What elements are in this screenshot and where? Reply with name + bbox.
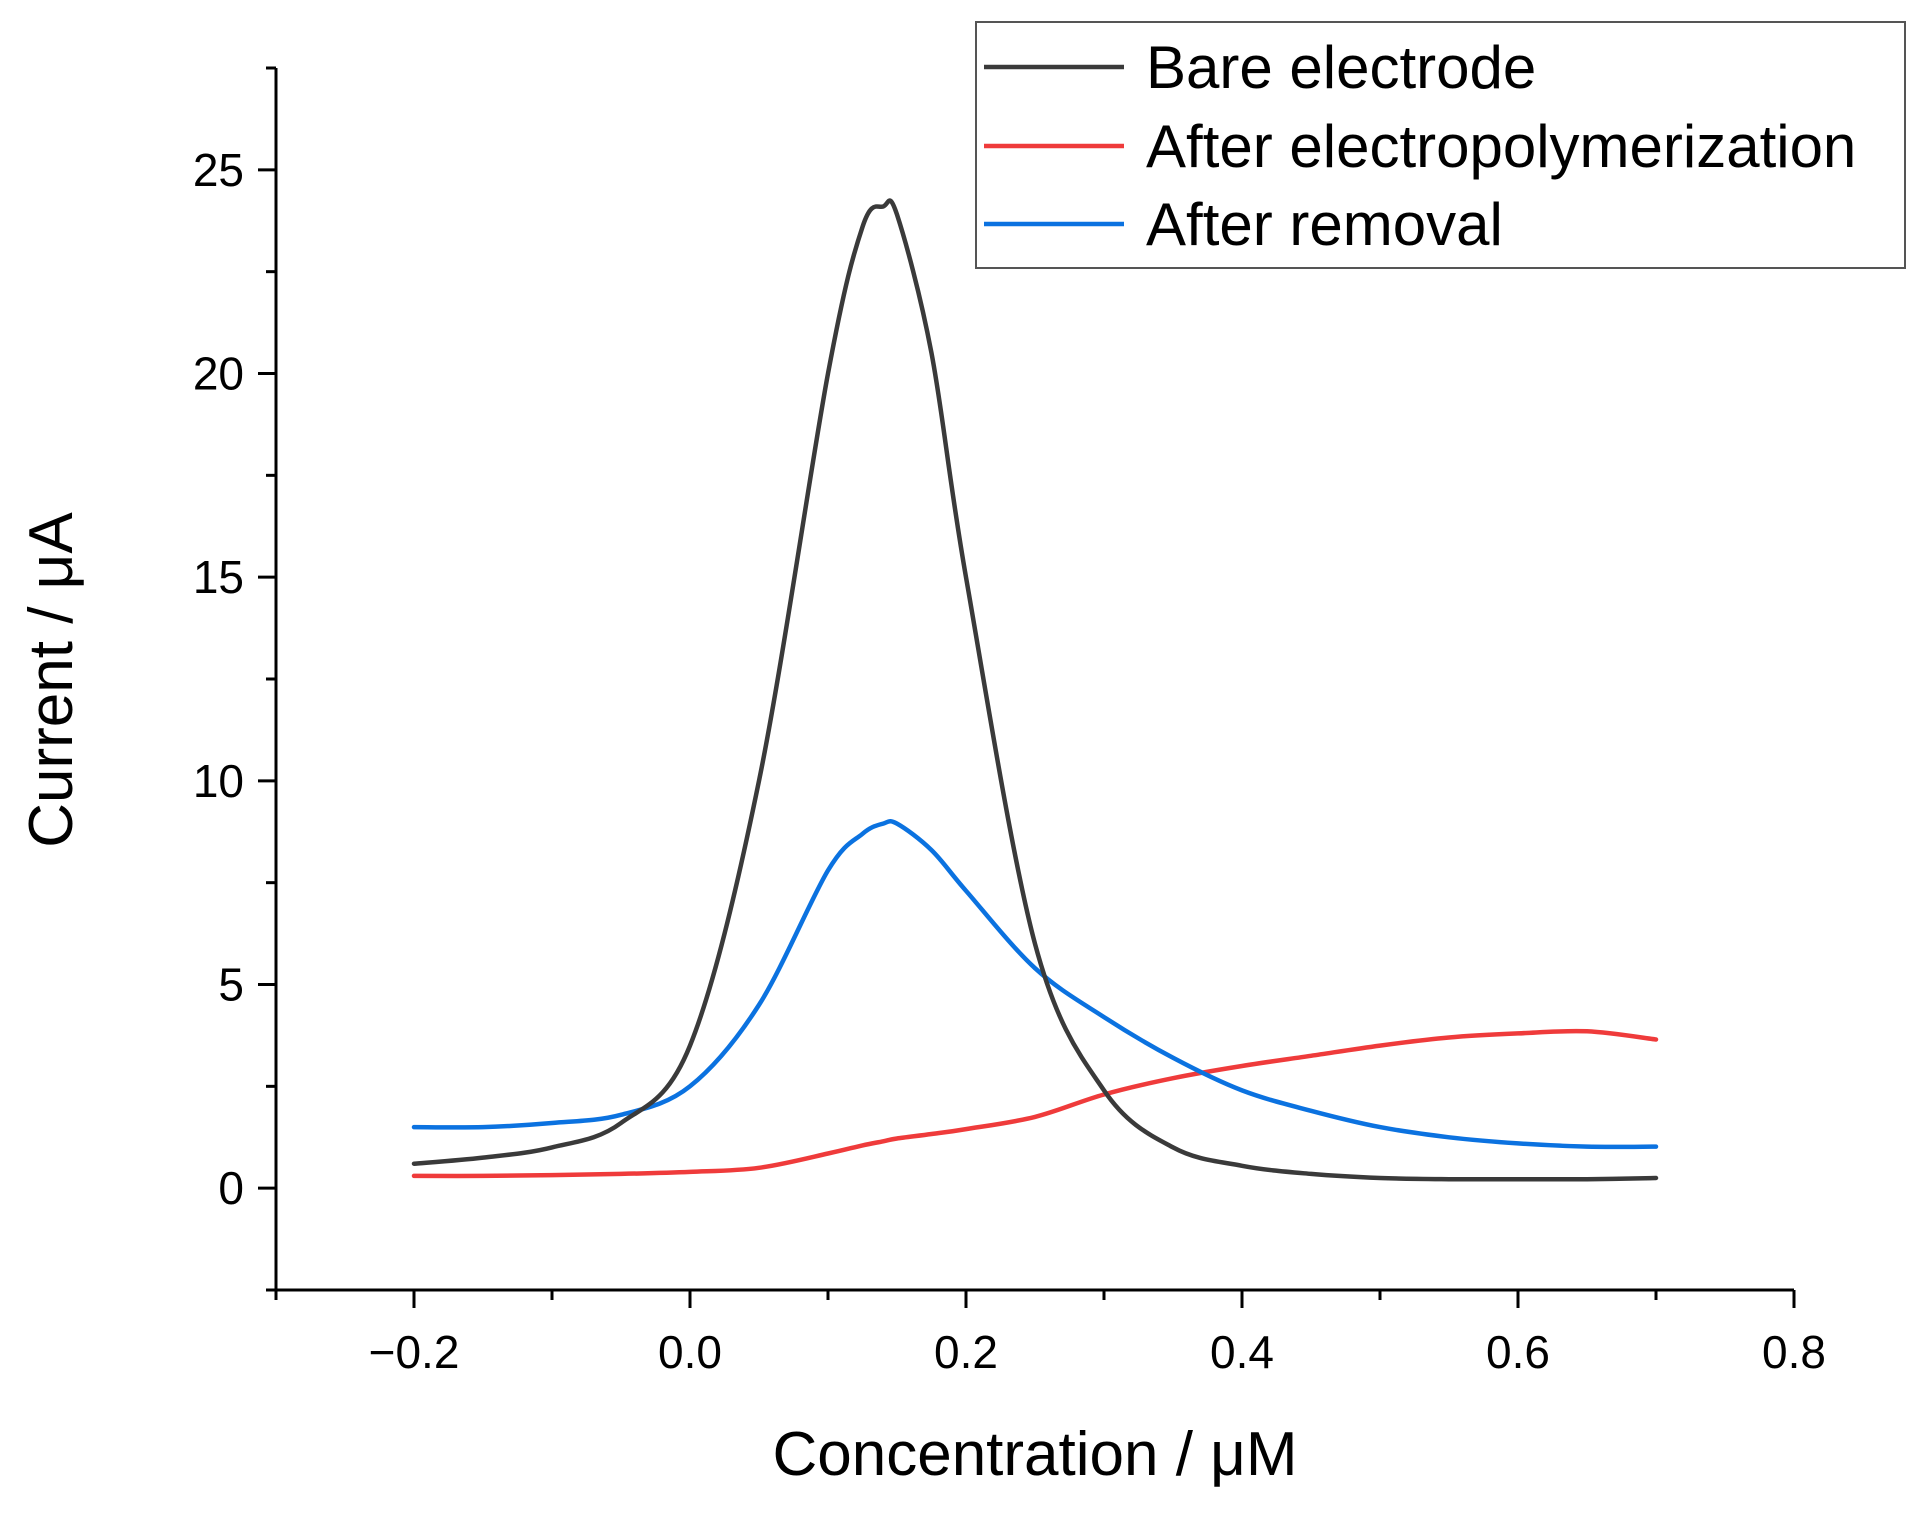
legend-label: Bare electrode bbox=[1146, 34, 1536, 101]
y-tick-label: 25 bbox=[193, 144, 244, 196]
series-line-bare-electrode bbox=[411, 198, 1659, 1182]
legend: Bare electrode After electropolymerizatio… bbox=[975, 21, 1906, 269]
x-tick-label: 0.8 bbox=[1762, 1326, 1826, 1378]
y-axis-title: Current / μA bbox=[17, 512, 86, 848]
y-tick-label: 0 bbox=[218, 1162, 244, 1214]
y-tick-label: 20 bbox=[193, 348, 244, 400]
series-line-after-removal bbox=[411, 818, 1659, 1150]
x-ticks: −0.2 0.0 0.2 0.4 0.6 0.8 bbox=[274, 1290, 1826, 1378]
x-tick-label: −0.2 bbox=[369, 1326, 460, 1378]
y-ticks: 0 5 10 15 20 25 bbox=[193, 66, 276, 1292]
y-tick-label: 5 bbox=[218, 959, 244, 1011]
series-line-after-electropolymerization bbox=[411, 1028, 1659, 1179]
x-tick-label: 0.4 bbox=[1210, 1326, 1274, 1378]
x-tick-label: 0.6 bbox=[1486, 1326, 1550, 1378]
legend-box bbox=[975, 21, 1906, 269]
series-layer bbox=[411, 198, 1659, 1182]
x-tick-label: 0.2 bbox=[934, 1326, 998, 1378]
y-tick-label: 15 bbox=[193, 551, 244, 603]
legend-label: After removal bbox=[1146, 191, 1503, 258]
x-axis-title: Concentration / μM bbox=[772, 1420, 1297, 1489]
y-tick-label: 10 bbox=[193, 755, 244, 807]
legend-label: After electropolymerization bbox=[1146, 113, 1856, 180]
x-tick-label: 0.0 bbox=[658, 1326, 722, 1378]
